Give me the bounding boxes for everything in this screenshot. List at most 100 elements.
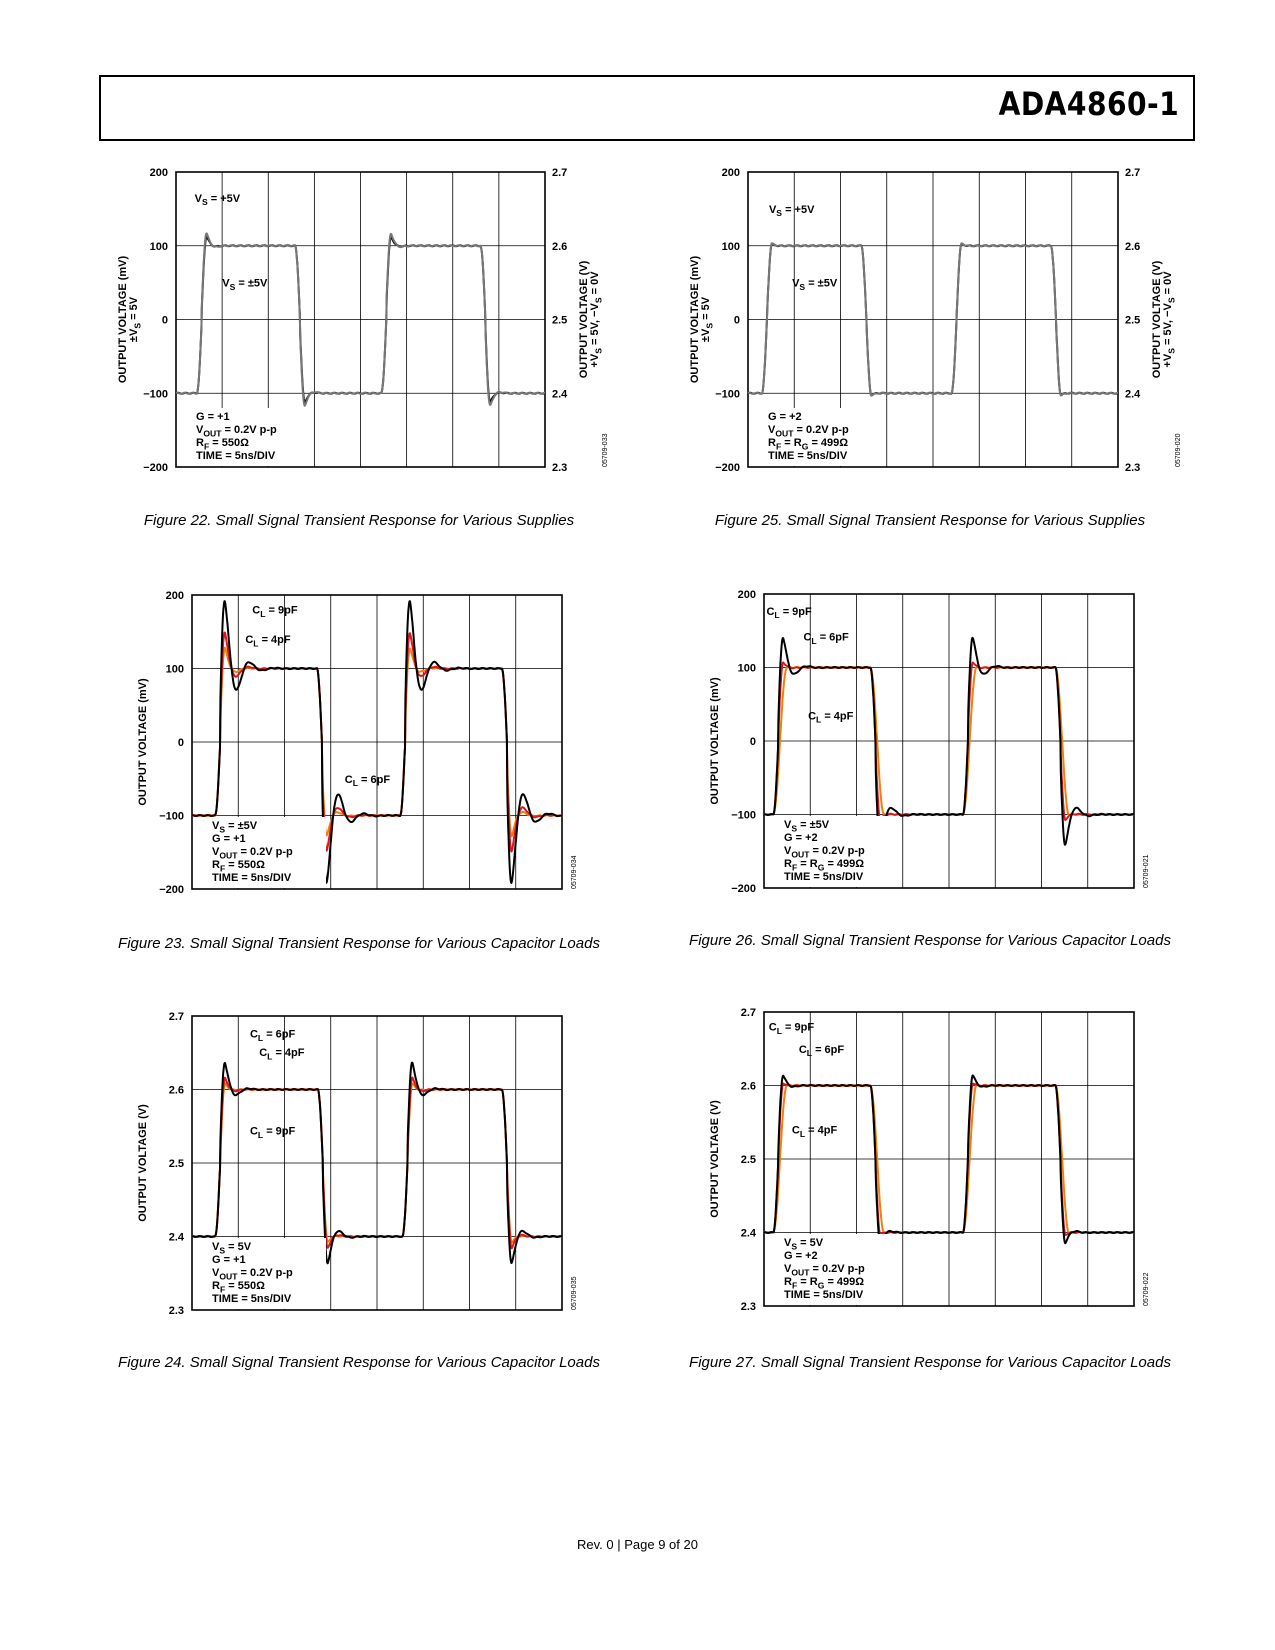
y2-tick-label: 2.5 <box>552 315 567 327</box>
figure-27-caption: Figure 27. Small Signal Transient Respon… <box>689 1354 1171 1371</box>
y-tick-label: 0 <box>750 736 756 748</box>
plot-frame <box>763 1011 1135 1307</box>
condition-line: RF​ = 550Ω <box>196 437 249 451</box>
figure-23-caption: Figure 23. Small Signal Transient Respon… <box>118 935 600 952</box>
condition-line: G = +2 <box>784 832 818 844</box>
y2-tick-label: 2.7 <box>552 167 567 179</box>
condition-line: G = +1 <box>196 411 230 423</box>
figure-code: 05709-034 <box>571 855 578 889</box>
annotation-label: CL​ = 6pF <box>345 774 391 788</box>
condition-line: TIME = 5ns/DIV <box>768 450 848 462</box>
figure-code: 05709-035 <box>571 1276 578 1310</box>
condition-line: RF​ = RG​ = 499Ω <box>768 437 848 451</box>
y-axis-label: OUTPUT VOLTAGE (mV) <box>709 677 721 805</box>
y2-tick-label: 2.6 <box>552 241 567 253</box>
page-header: ADA4860-1 <box>99 75 1195 141</box>
y-tick-label: 0 <box>178 737 184 749</box>
annotation-label: VS​ = ±5V <box>792 278 838 292</box>
y-tick-label: 2.3 <box>741 1301 756 1313</box>
annotation-label: CL​ = 4pF <box>245 634 291 648</box>
condition-line: VOUT​ = 0.2V p-p <box>212 1267 293 1281</box>
condition-line: G = +1 <box>212 1254 246 1266</box>
conditions-backdrop <box>780 816 898 887</box>
condition-line: VS​ = ±5V <box>212 820 258 834</box>
annotation-label: CL​ = 9pF <box>766 606 812 620</box>
condition-line: VOUT​ = 0.2V p-p <box>768 424 849 438</box>
y-tick-label: 100 <box>722 241 740 253</box>
y-tick-label: −100 <box>731 810 756 822</box>
conditions-backdrop <box>780 1234 898 1305</box>
y-tick-label: −200 <box>159 884 184 896</box>
annotation-label: CL​ = 4pF <box>259 1047 305 1061</box>
condition-line: RF​ = RG​ = 499Ω <box>784 1276 864 1290</box>
plot-frame <box>191 1015 563 1311</box>
conditions-backdrop <box>192 408 310 466</box>
annotation-label: CL​ = 6pF <box>799 1044 845 1058</box>
y-axis-label: OUTPUT VOLTAGE (mV) <box>689 256 701 384</box>
conditions-backdrop <box>208 1238 326 1309</box>
y-tick-label: 200 <box>166 590 184 602</box>
series-line-cl-9pf <box>191 1061 563 1265</box>
y2-tick-label: 2.6 <box>1125 241 1140 253</box>
y-tick-label: 2.3 <box>169 1305 184 1317</box>
condition-line: RF​ = 550Ω <box>212 1280 265 1294</box>
condition-line: VS​ = 5V <box>212 1241 252 1255</box>
y2-tick-label: 2.4 <box>1125 388 1141 400</box>
y2-tick-label: 2.3 <box>552 462 567 474</box>
condition-line: VS​ = 5V <box>784 1237 824 1251</box>
y-axis-label: OUTPUT VOLTAGE (mV) <box>137 678 149 806</box>
figure-22-caption: Figure 22. Small Signal Transient Respon… <box>143 512 575 529</box>
y2-tick-label: 2.7 <box>1125 167 1140 179</box>
chart-grid <box>192 595 562 889</box>
y-tick-label: −200 <box>715 462 740 474</box>
condition-line: TIME = 5ns/DIV <box>784 1289 864 1301</box>
y-tick-label: 200 <box>738 589 756 601</box>
condition-line: VS​ = ±5V <box>784 819 830 833</box>
y-tick-label: 2.4 <box>169 1232 185 1244</box>
plot-frame <box>175 171 546 468</box>
y-tick-label: 100 <box>166 664 184 676</box>
y2-axis-label: OUTPUT VOLTAGE (V) <box>578 260 590 378</box>
y-tick-label: −200 <box>731 883 756 895</box>
y-tick-label: 100 <box>150 241 168 253</box>
plot-frame <box>191 594 563 890</box>
plot-frame <box>747 171 1119 468</box>
annotation-label: VS​ = +5V <box>195 193 241 207</box>
conditions-backdrop <box>764 408 882 466</box>
annotation-label: CL​ = 4pF <box>808 710 854 724</box>
y-tick-label: 100 <box>738 663 756 675</box>
figure-code: 05709-020 <box>1175 433 1182 467</box>
series-line-cl-9pf <box>191 600 563 884</box>
condition-line: TIME = 5ns/DIV <box>212 872 292 884</box>
series-line-vs-5v <box>175 232 546 407</box>
y-axis-label: OUTPUT VOLTAGE (mV) <box>117 256 129 384</box>
y-tick-label: −100 <box>159 811 184 823</box>
series-line-cl-9pf <box>763 1074 1135 1245</box>
condition-line: VOUT​ = 0.2V p-p <box>212 846 293 860</box>
figure-24-caption: Figure 24. Small Signal Transient Respon… <box>118 1354 600 1371</box>
y2-tick-label: 2.3 <box>1125 462 1140 474</box>
figure-25-caption: Figure 25. Small Signal Transient Respon… <box>714 512 1146 529</box>
part-number: ADA4860-1 <box>998 85 1179 123</box>
condition-line: VOUT​ = 0.2V p-p <box>784 1263 865 1277</box>
y-axis-label: OUTPUT VOLTAGE (V) <box>709 1100 721 1218</box>
y2-axis-label: OUTPUT VOLTAGE (V) <box>1151 260 1163 378</box>
condition-line: G = +2 <box>768 411 802 423</box>
series-line-cl-9pf <box>763 636 1135 846</box>
y2-tick-label: 2.4 <box>552 388 568 400</box>
y2-axis-sublabel: +VS​ = 5V, −VS​ = 0V <box>589 271 603 368</box>
y-tick-label: 2.6 <box>741 1081 756 1093</box>
series-line-vs-5v <box>747 242 1119 397</box>
annotation-label: CL​ = 4pF <box>792 1125 838 1139</box>
condition-line: VOUT​ = 0.2V p-p <box>196 424 277 438</box>
conditions-backdrop <box>208 817 326 888</box>
annotation-label: CL​ = 6pF <box>250 1029 296 1043</box>
y-tick-label: −200 <box>143 462 168 474</box>
page-footer: Rev. 0 | Page 9 of 20 <box>577 1537 698 1552</box>
annotation-label: CL​ = 9pF <box>252 605 298 619</box>
condition-line: VOUT​ = 0.2V p-p <box>784 845 865 859</box>
